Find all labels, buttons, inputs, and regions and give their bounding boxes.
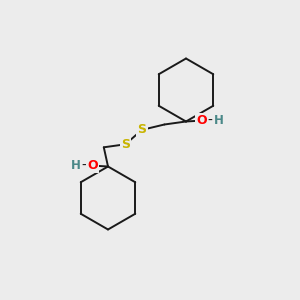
Text: O: O (87, 159, 98, 172)
Text: -: - (208, 114, 212, 128)
Text: S: S (137, 123, 146, 136)
Text: -: - (82, 159, 86, 172)
Text: H: H (71, 159, 80, 172)
Text: O: O (196, 114, 207, 127)
Text: H: H (214, 114, 223, 127)
Text: S: S (121, 138, 130, 151)
